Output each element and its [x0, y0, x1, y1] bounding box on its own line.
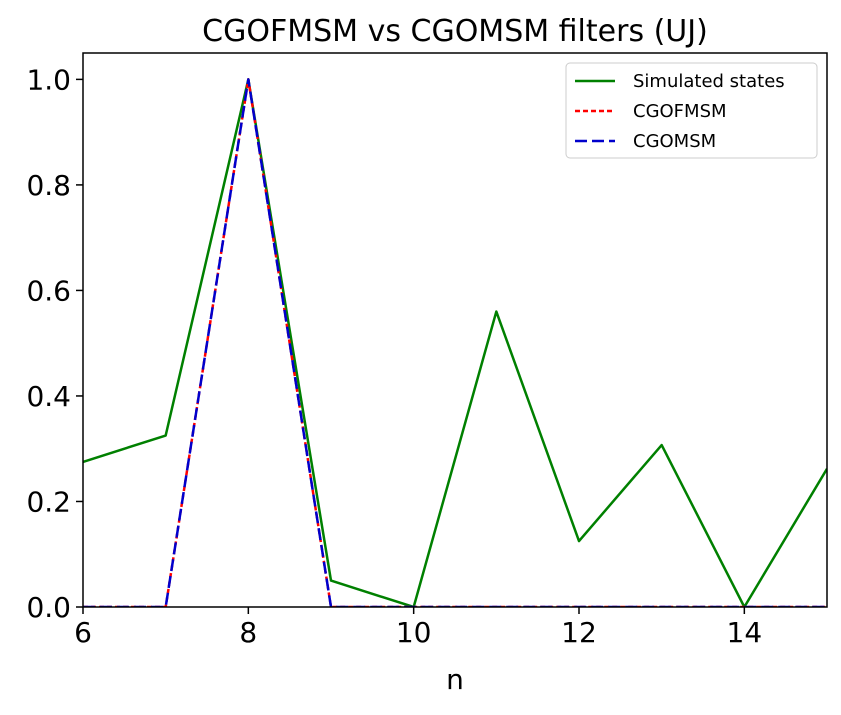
- legend-label: CGOFMSM: [633, 101, 727, 122]
- x-axis: 6 8 10 12 14: [74, 607, 762, 649]
- legend-label: CGOMSM: [633, 131, 716, 152]
- x-tick-label: 10: [396, 616, 432, 649]
- x-tick-label: 12: [561, 616, 597, 649]
- x-axis-title: n: [446, 663, 464, 696]
- series-line-simulated-states: [83, 78, 827, 607]
- legend-label: Simulated states: [633, 71, 785, 92]
- y-axis: 0.0 0.2 0.4 0.6 0.8 1.0: [26, 63, 83, 624]
- series-line-cgofmsm: [83, 78, 827, 607]
- y-tick-label: 0.4: [26, 380, 71, 413]
- plot-frame: [82, 52, 828, 608]
- series-line-cgomsm: [83, 78, 827, 607]
- legend-box: [565, 62, 818, 159]
- x-tick-label: 8: [239, 616, 257, 649]
- x-tick-label: 14: [727, 616, 763, 649]
- y-tick-label: 0.0: [26, 591, 71, 624]
- y-tick-label: 1.0: [26, 63, 71, 96]
- legend: Simulated states CGOFMSM CGOMSM: [565, 62, 818, 159]
- x-tick-label: 6: [74, 616, 92, 649]
- y-tick-label: 0.2: [26, 485, 71, 518]
- chart-title: CGOFMSM vs CGOMSM filters (UJ): [202, 14, 708, 49]
- y-tick-label: 0.8: [26, 169, 71, 202]
- y-tick-label: 0.6: [26, 274, 71, 307]
